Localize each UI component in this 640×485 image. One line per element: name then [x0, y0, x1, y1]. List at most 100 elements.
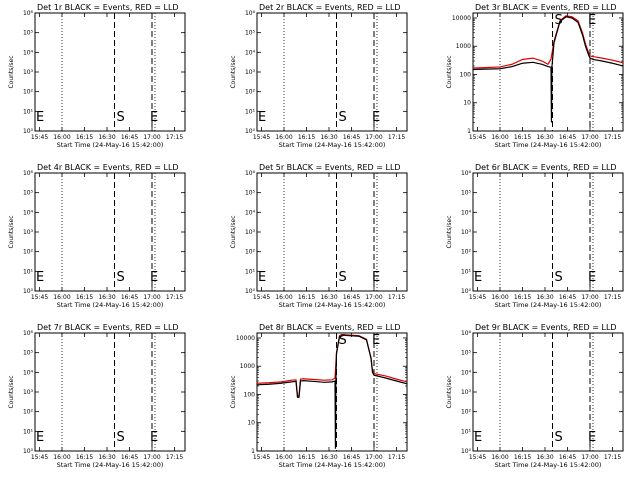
plot-frame [472, 12, 624, 132]
y-tick-label: 10³ [245, 69, 256, 76]
y-tick-label: 10² [23, 89, 34, 96]
x-tick-label: 16:45 [121, 454, 138, 461]
x-tick-label: 16:45 [121, 134, 138, 141]
y-tick-label: 1 [251, 448, 255, 455]
series-line-red [257, 334, 407, 397]
y-tick-label: 10⁴ [245, 209, 256, 216]
x-tick-label: 16:00 [275, 454, 292, 461]
end-marker-label: E [150, 110, 158, 125]
left-edge-marker-label: E [258, 270, 266, 285]
y-tick-label: 10³ [23, 229, 34, 236]
plot-frame [472, 332, 624, 452]
plot-frame [34, 12, 186, 132]
panel-title: Det 7r BLACK = Events, RED = LLD [37, 323, 179, 332]
y-axis-label: Counts/sec [230, 55, 237, 88]
left-edge-marker-label: E [474, 430, 482, 445]
y-tick-label: 10 [247, 420, 255, 427]
x-tick-label: 15:45 [469, 294, 486, 301]
x-tick-label: 17:00 [143, 454, 160, 461]
x-tick-label: 16:15 [76, 454, 93, 461]
x-tick-label: 16:30 [98, 134, 115, 141]
x-tick-label: 15:45 [469, 134, 486, 141]
y-tick-label: 10¹ [245, 108, 256, 115]
plot-frame [34, 332, 186, 452]
y-tick-label: 10⁶ [23, 10, 34, 17]
y-tick-label: 10⁰ [461, 288, 472, 295]
y-tick-label: 10² [461, 409, 472, 416]
y-tick-label: 10⁴ [23, 369, 34, 376]
end-marker-label: E [372, 270, 380, 285]
x-tick-label: 16:45 [343, 294, 360, 301]
panel-title: Det 8r BLACK = Events, RED = LLD [259, 323, 401, 332]
x-tick-label: 16:00 [491, 134, 508, 141]
y-tick-label: 10000 [236, 335, 255, 342]
x-tick-label: 17:00 [143, 134, 160, 141]
y-tick-label: 1000 [456, 43, 471, 50]
y-tick-label: 10⁴ [23, 49, 34, 56]
panel-title: Det 4r BLACK = Events, RED = LLD [37, 163, 179, 172]
y-tick-label: 10¹ [461, 268, 472, 275]
start-marker-label: S [117, 110, 125, 125]
x-tick-label: 16:00 [275, 294, 292, 301]
x-tick-label: 15:45 [31, 454, 48, 461]
x-tick-label: 16:45 [559, 454, 576, 461]
x-tick-label: 17:00 [365, 454, 382, 461]
start-marker-label: S [555, 13, 563, 28]
y-tick-label: 10² [23, 249, 34, 256]
x-tick-label: 16:30 [536, 294, 553, 301]
x-tick-label: 16:00 [491, 294, 508, 301]
y-axis-label: Counts/sec [230, 215, 237, 248]
y-tick-label: 10⁵ [245, 30, 256, 37]
start-marker-label: S [339, 110, 347, 125]
x-tick-label: 17:15 [604, 294, 621, 301]
plot-frame [472, 172, 624, 292]
left-edge-marker-label: E [474, 270, 482, 285]
start-marker-label: S [339, 270, 347, 285]
y-tick-label: 10³ [23, 69, 34, 76]
left-edge-marker-label: E [36, 110, 44, 125]
panel-7: Det 7r BLACK = Events, RED = LLD 10⁰ 10¹ 10… [8, 323, 186, 469]
x-tick-label: 16:00 [53, 134, 70, 141]
y-tick-label: 10⁰ [23, 128, 34, 135]
series-line-red [473, 15, 623, 69]
x-tick-label: 15:45 [253, 454, 270, 461]
y-tick-label: 10⁴ [461, 209, 472, 216]
y-tick-label: 10¹ [23, 108, 34, 115]
y-tick-label: 10000 [452, 15, 471, 22]
y-tick-label: 10⁶ [461, 330, 472, 337]
y-tick-label: 10³ [245, 229, 256, 236]
panel-6: Det 6r BLACK = Events, RED = LLD 10⁰ 10¹ 10… [446, 163, 624, 309]
plot-frame [256, 12, 408, 132]
x-axis-label: Start Time (24-May-16 15:42:00) [57, 461, 164, 469]
y-tick-label: 10⁰ [245, 128, 256, 135]
y-tick-label: 1 [467, 128, 471, 135]
x-tick-label: 16:30 [536, 134, 553, 141]
end-marker-label: E [588, 270, 596, 285]
y-tick-label: 10³ [461, 229, 472, 236]
y-tick-label: 10⁰ [461, 448, 472, 455]
y-axis-label: Counts/sec [230, 375, 237, 408]
x-tick-label: 17:00 [581, 134, 598, 141]
x-tick-label: 17:15 [166, 454, 183, 461]
x-tick-label: 17:00 [581, 294, 598, 301]
y-tick-label: 10⁵ [245, 190, 256, 197]
y-tick-label: 10² [23, 409, 34, 416]
x-tick-label: 16:30 [320, 134, 337, 141]
y-tick-label: 10⁰ [23, 288, 34, 295]
y-axis-label: Counts/sec [446, 215, 453, 248]
x-axis-label: Start Time (24-May-16 15:42:00) [495, 141, 602, 149]
x-tick-label: 16:45 [559, 294, 576, 301]
x-axis-label: Start Time (24-May-16 15:42:00) [279, 301, 386, 309]
panel-4: Det 4r BLACK = Events, RED = LLD 10⁰ 10¹ 10… [8, 163, 186, 309]
y-tick-label: 10⁴ [461, 369, 472, 376]
panel-title: Det 2r BLACK = Events, RED = LLD [259, 3, 401, 12]
y-tick-label: 10⁵ [461, 350, 472, 357]
plot-frame [256, 332, 408, 452]
x-tick-label: 16:15 [76, 294, 93, 301]
y-tick-label: 10 [463, 100, 471, 107]
x-tick-label: 16:15 [514, 454, 531, 461]
start-marker-label: S [117, 270, 125, 285]
panel-9: Det 9r BLACK = Events, RED = LLD 10⁰ 10¹ 10… [446, 323, 624, 469]
x-axis-label: Start Time (24-May-16 15:42:00) [279, 141, 386, 149]
series-line-black [257, 334, 407, 449]
